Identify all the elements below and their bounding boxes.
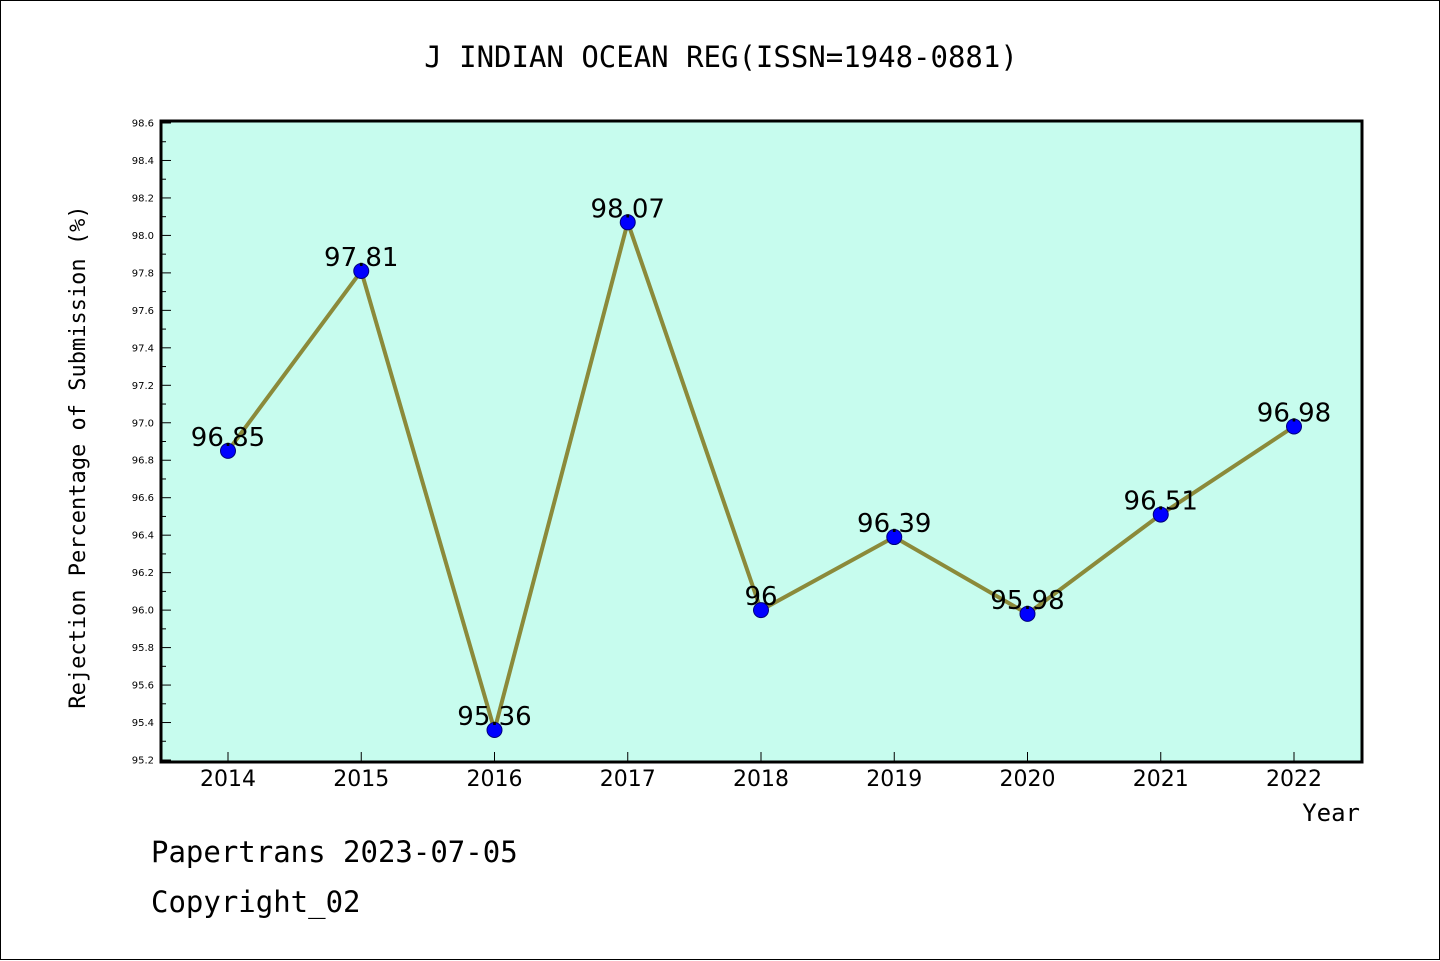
x-axis-label: Year — [1302, 799, 1360, 827]
footer-date-line: Papertrans 2023-07-05 — [151, 835, 518, 869]
data-label: 98.07 — [591, 194, 665, 224]
x-tick-label: 2020 — [1000, 767, 1056, 792]
x-tick-label: 2014 — [200, 767, 256, 792]
y-tick-label: 96.0 — [132, 606, 154, 617]
data-point-marker — [486, 722, 503, 739]
y-tick-label: 97.4 — [132, 343, 154, 354]
data-label: 96.51 — [1124, 487, 1198, 517]
data-label: 96.85 — [191, 423, 265, 453]
data-point-marker — [220, 442, 236, 459]
y-tick-label: 95.6 — [132, 681, 154, 692]
y-axis: 95.2 95.4 95.6 95.8 96.0 96.2 96.4 96.6 96.8 97.0… — [132, 119, 171, 767]
x-tick-label: 2022 — [1266, 767, 1322, 792]
y-tick-label: 96.8 — [132, 456, 154, 467]
x-tick-label: 2019 — [866, 767, 922, 792]
x-tick-label: 2016 — [467, 767, 523, 792]
data-point-marker — [619, 214, 636, 231]
x-tick-label: 2017 — [600, 767, 656, 792]
y-tick-label: 98.4 — [132, 156, 154, 167]
y-tick-label: 97.8 — [132, 268, 154, 279]
data-labels-group: 96.85 97.81 95.36 98.07 96 96.39 95.98 96.51 96.… — [191, 194, 1331, 732]
footer-copyright-line: Copyright_02 — [151, 885, 361, 919]
y-tick-label: 97.2 — [132, 381, 154, 392]
x-tick-label: 2018 — [733, 767, 789, 792]
x-axis: 2014 2015 2016 2017 2018 2019 2020 2021 2022 — [200, 752, 1322, 792]
y-tick-label: 96.4 — [132, 531, 154, 542]
y-tick-label: 95.2 — [132, 756, 154, 767]
data-point-marker — [353, 263, 370, 280]
y-tick-label: 98.6 — [132, 119, 154, 130]
data-label: 96.39 — [857, 509, 931, 539]
y-tick-label: 97.0 — [132, 418, 154, 429]
data-label: 95.98 — [990, 586, 1064, 616]
data-point-marker — [1152, 506, 1169, 523]
y-axis-label: Rejection Percentage of Submission (%) — [66, 205, 91, 708]
plot-area — [159, 119, 1364, 764]
data-point-marker — [753, 602, 769, 619]
data-point-marker — [1286, 418, 1302, 435]
y-tick-label: 98.2 — [132, 193, 154, 204]
x-tick-label: 2015 — [333, 767, 389, 792]
data-label: 95.36 — [457, 702, 531, 732]
x-tick-label: 2021 — [1133, 767, 1189, 792]
data-label: 97.81 — [324, 243, 398, 273]
data-label: 96 — [744, 582, 777, 612]
y-tick-label: 98.0 — [132, 231, 154, 242]
data-point-marker — [1019, 605, 1036, 622]
y-tick-label: 95.4 — [132, 718, 154, 729]
y-tick-label: 96.6 — [132, 493, 154, 504]
data-point-marker — [886, 529, 903, 546]
y-tick-label: 96.2 — [132, 568, 154, 579]
data-label: 96.98 — [1257, 399, 1331, 429]
y-tick-label: 97.6 — [132, 306, 154, 317]
y-tick-label: 95.8 — [132, 643, 154, 654]
series-line-group — [220, 214, 1302, 739]
chart-title: J INDIAN OCEAN REG(ISSN=1948-0881) — [424, 40, 1018, 74]
